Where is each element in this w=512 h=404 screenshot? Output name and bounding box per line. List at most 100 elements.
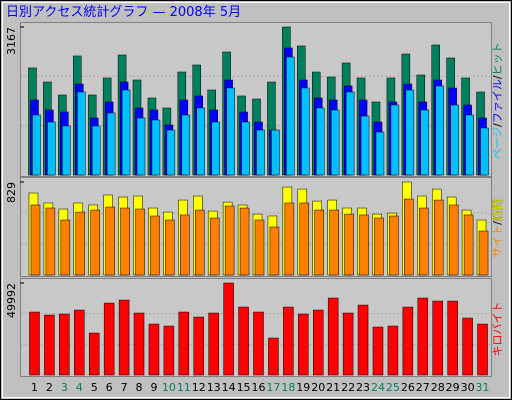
bar xyxy=(342,312,354,376)
bar xyxy=(148,323,160,376)
x-tick-label: 27 xyxy=(416,381,430,394)
x-tick-label: 14 xyxy=(222,381,236,394)
bar xyxy=(360,115,370,176)
bar xyxy=(211,121,220,176)
bar xyxy=(374,217,384,276)
legend-entry: キロバイト xyxy=(491,302,504,357)
x-tick-label: 13 xyxy=(207,381,221,394)
bar xyxy=(208,312,219,376)
bar xyxy=(241,121,250,176)
legend: ページ/ファイル/ヒット xyxy=(491,42,504,159)
bar xyxy=(372,326,384,376)
bar xyxy=(330,109,340,176)
bar xyxy=(357,304,369,376)
bar xyxy=(178,311,190,376)
bar xyxy=(163,325,175,376)
x-tick-label: 11 xyxy=(177,381,191,394)
x-tick-label: 5 xyxy=(91,381,98,394)
x-tick-label: 8 xyxy=(136,381,143,394)
x-tick-label: 21 xyxy=(326,381,340,394)
legend: キロバイト xyxy=(491,302,504,357)
x-tick-label: 29 xyxy=(446,381,460,394)
bar xyxy=(30,204,41,276)
x-tick-label: 1 xyxy=(31,381,38,394)
bar xyxy=(120,207,130,276)
bar xyxy=(136,117,146,176)
bar xyxy=(193,316,205,376)
y-tick-label: 3167 xyxy=(5,27,18,55)
bar xyxy=(286,56,295,176)
bar xyxy=(268,337,279,376)
bar xyxy=(344,213,354,276)
bar xyxy=(180,214,190,276)
bar xyxy=(419,207,429,276)
y-tick-label: 829 xyxy=(5,182,18,203)
bar xyxy=(301,87,310,176)
bar xyxy=(298,313,309,376)
bar xyxy=(253,311,264,376)
bar xyxy=(88,332,100,376)
bar xyxy=(62,125,71,176)
bar xyxy=(420,109,430,176)
bar xyxy=(327,297,339,376)
bar xyxy=(91,125,101,176)
bar xyxy=(462,317,473,376)
bar xyxy=(239,207,250,276)
bar xyxy=(133,312,145,376)
bar xyxy=(389,215,399,276)
bar xyxy=(45,207,56,276)
bar xyxy=(195,209,205,276)
bar xyxy=(224,205,235,276)
x-tick-label: 24 xyxy=(371,381,385,394)
bar xyxy=(329,209,339,276)
x-tick-label: 9 xyxy=(150,381,157,394)
bar xyxy=(121,89,131,176)
x-tick-label: 6 xyxy=(106,381,113,394)
bar xyxy=(435,85,444,176)
bar xyxy=(151,119,161,176)
bar xyxy=(74,309,85,376)
bar xyxy=(477,323,488,376)
bar xyxy=(480,127,489,176)
chart-title: 日別アクセス統計グラフ — 2008年 5月 xyxy=(6,4,241,20)
frame-bevel xyxy=(2,2,510,398)
x-tick-label: 22 xyxy=(341,381,355,394)
x-tick-label: 30 xyxy=(461,381,475,394)
legend-separator: / xyxy=(491,123,504,127)
legend-entry: 訪問 xyxy=(490,199,504,221)
bar xyxy=(345,91,355,176)
legend-entry: ページ xyxy=(491,127,504,160)
legend-separator: / xyxy=(491,75,504,79)
bar xyxy=(359,214,369,276)
bar xyxy=(181,114,191,176)
bar xyxy=(284,202,295,276)
bar xyxy=(447,300,458,376)
bar xyxy=(105,206,115,276)
bar xyxy=(29,311,40,376)
bar xyxy=(271,129,280,176)
x-tick-label: 15 xyxy=(237,381,251,394)
bar xyxy=(463,214,474,276)
bar xyxy=(196,107,206,176)
bar xyxy=(77,91,86,176)
bar xyxy=(60,219,71,276)
bar xyxy=(90,209,100,276)
bar xyxy=(404,198,414,276)
x-tick-label: 4 xyxy=(76,381,83,394)
bar xyxy=(450,104,459,176)
bar xyxy=(417,297,429,376)
bar xyxy=(44,314,55,376)
bar xyxy=(47,121,56,176)
bar xyxy=(165,219,175,276)
bar xyxy=(166,129,176,176)
bar xyxy=(448,204,459,276)
bar xyxy=(433,199,444,276)
bar xyxy=(254,219,265,276)
bar xyxy=(238,306,249,376)
bar xyxy=(226,87,235,176)
x-tick-label: 23 xyxy=(356,381,370,394)
x-tick-label: 16 xyxy=(252,381,266,394)
bar xyxy=(118,299,130,376)
